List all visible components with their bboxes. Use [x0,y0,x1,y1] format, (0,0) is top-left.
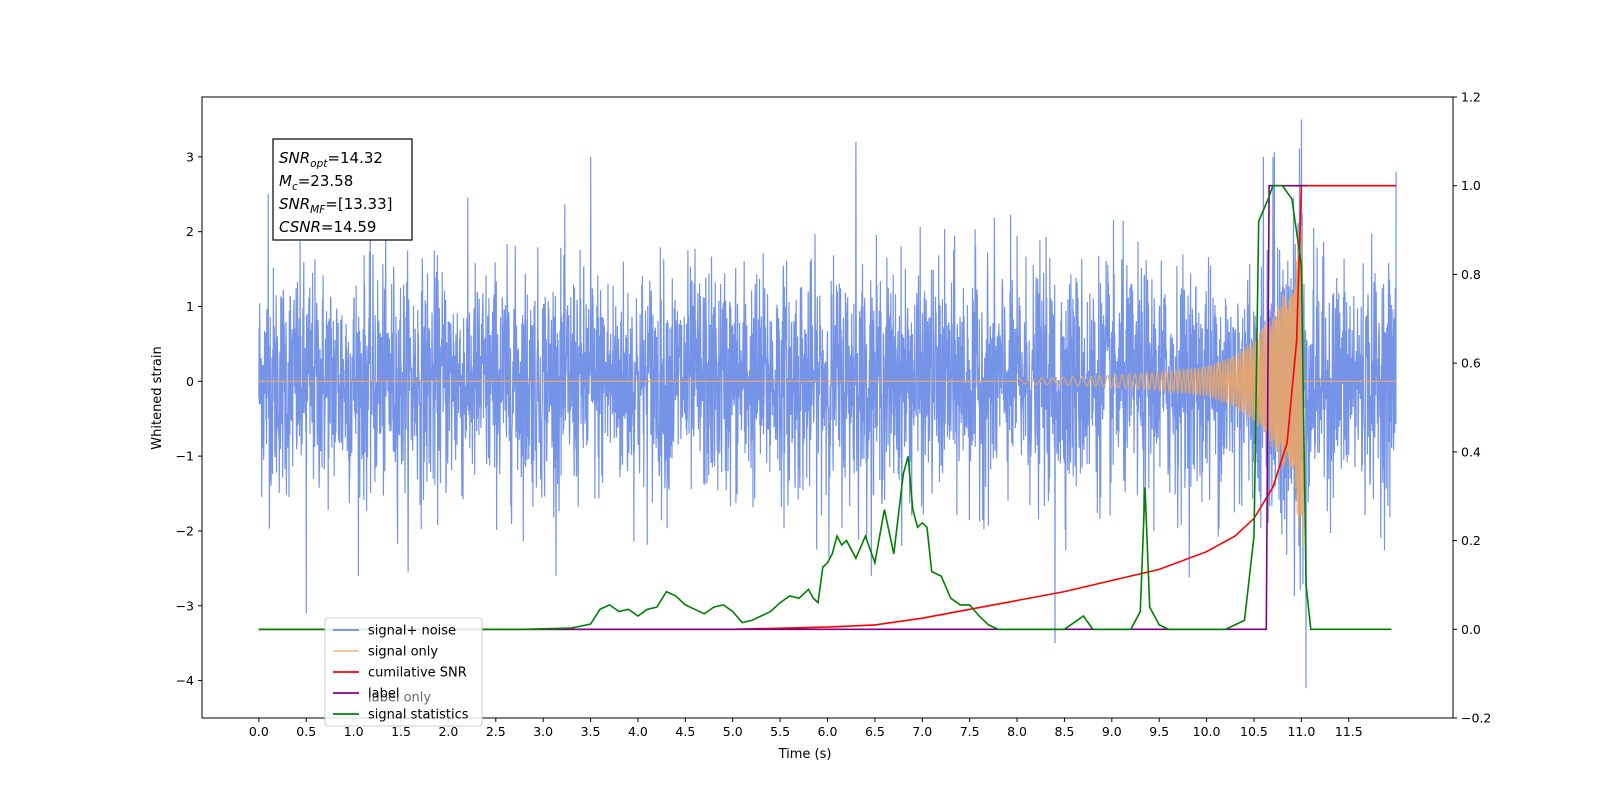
x-tick-label: 6.0 [818,724,838,739]
x-tick-label: 11.0 [1287,724,1315,739]
y-tick-label: −2 [176,523,194,538]
x-tick-label: 3.5 [581,724,601,739]
y-tick-label: 3 [186,149,194,164]
annotation-line: SNRopt=14.32 [279,149,383,170]
y-axis-label: Whitened strain [150,346,165,449]
x-tick-label: 5.0 [723,724,743,739]
y-right-tick-label: 0.6 [1461,356,1481,371]
x-tick-label: 2.5 [486,724,506,739]
plot-area [258,119,1397,689]
y-right-tick-label: 0.4 [1461,444,1481,459]
y-tick-label: 0 [186,374,194,389]
x-tick-label: 7.5 [960,724,980,739]
x-tick-label: 0.5 [296,724,316,739]
x-tick-label: 5.5 [770,724,790,739]
legend-label: signal+ noise [368,624,456,639]
x-tick-label: 6.5 [865,724,885,739]
y-tick-label: 2 [186,224,194,239]
x-tick-label: 4.0 [628,724,648,739]
x-tick-label: 3.0 [533,724,553,739]
series-signal-only-line [258,225,1397,546]
legend-label: cumilative SNR [368,666,467,681]
legend-label: signal statistics [368,708,469,723]
legend-label: label [368,687,399,702]
x-tick-label: 1.0 [344,724,364,739]
x-tick-label: 1.5 [391,724,411,739]
y-right-tick-label: −0.2 [1461,711,1491,726]
x-tick-label: 2.0 [438,724,458,739]
x-tick-label: 8.5 [1054,724,1074,739]
x-tick-label: 10.5 [1240,724,1268,739]
legend: signal+ noise signal only cumilative SNR la… [324,617,483,727]
y-right-tick-label: 1.0 [1461,178,1481,193]
x-tick-label: 11.5 [1335,724,1363,739]
y-right-tick-label: 0.8 [1461,267,1481,282]
y-tick-label: 1 [186,299,194,314]
x-axis-label: Time (s) [778,747,832,762]
y-tick-label: −3 [176,598,194,613]
annotation-frame [272,138,413,241]
legend-frame [324,617,483,727]
x-tick-label: 8.0 [1007,724,1027,739]
x-tick-label: 10.0 [1193,724,1221,739]
y-tick-label: −1 [176,449,194,464]
annotation-line: Mc=23.58 [279,172,353,193]
series-cumulative-snr-line [258,184,1397,631]
series-signal-noise-line [258,119,1397,689]
y-right-tick-label: 1.2 [1461,90,1481,105]
y-right-tick-label: 0.0 [1461,622,1481,637]
x-tick-label: 9.5 [1149,724,1169,739]
x-tick-label: 4.5 [675,724,695,739]
x-tick-label: 7.0 [912,724,932,739]
x-tick-label: 0.0 [249,724,269,739]
y-tick-label: −4 [176,673,194,688]
legend-overlap-text: label only [368,691,431,706]
x-tick-label: 9.0 [1102,724,1122,739]
y-right-tick-label: 0.2 [1461,533,1481,548]
axes: 0.0 0.5 1.0 1.5 2.0 2.5 3.0 3.5 4.0 4.5 5.0 5.5 6.0 6… [176,90,1492,740]
annotation-line: SNRMF=[13.33] [279,195,393,216]
annotation-line: CSNR=14.59 [279,218,376,236]
series-signal-statistics-line [258,184,1392,631]
legend-label: signal only [368,645,438,660]
